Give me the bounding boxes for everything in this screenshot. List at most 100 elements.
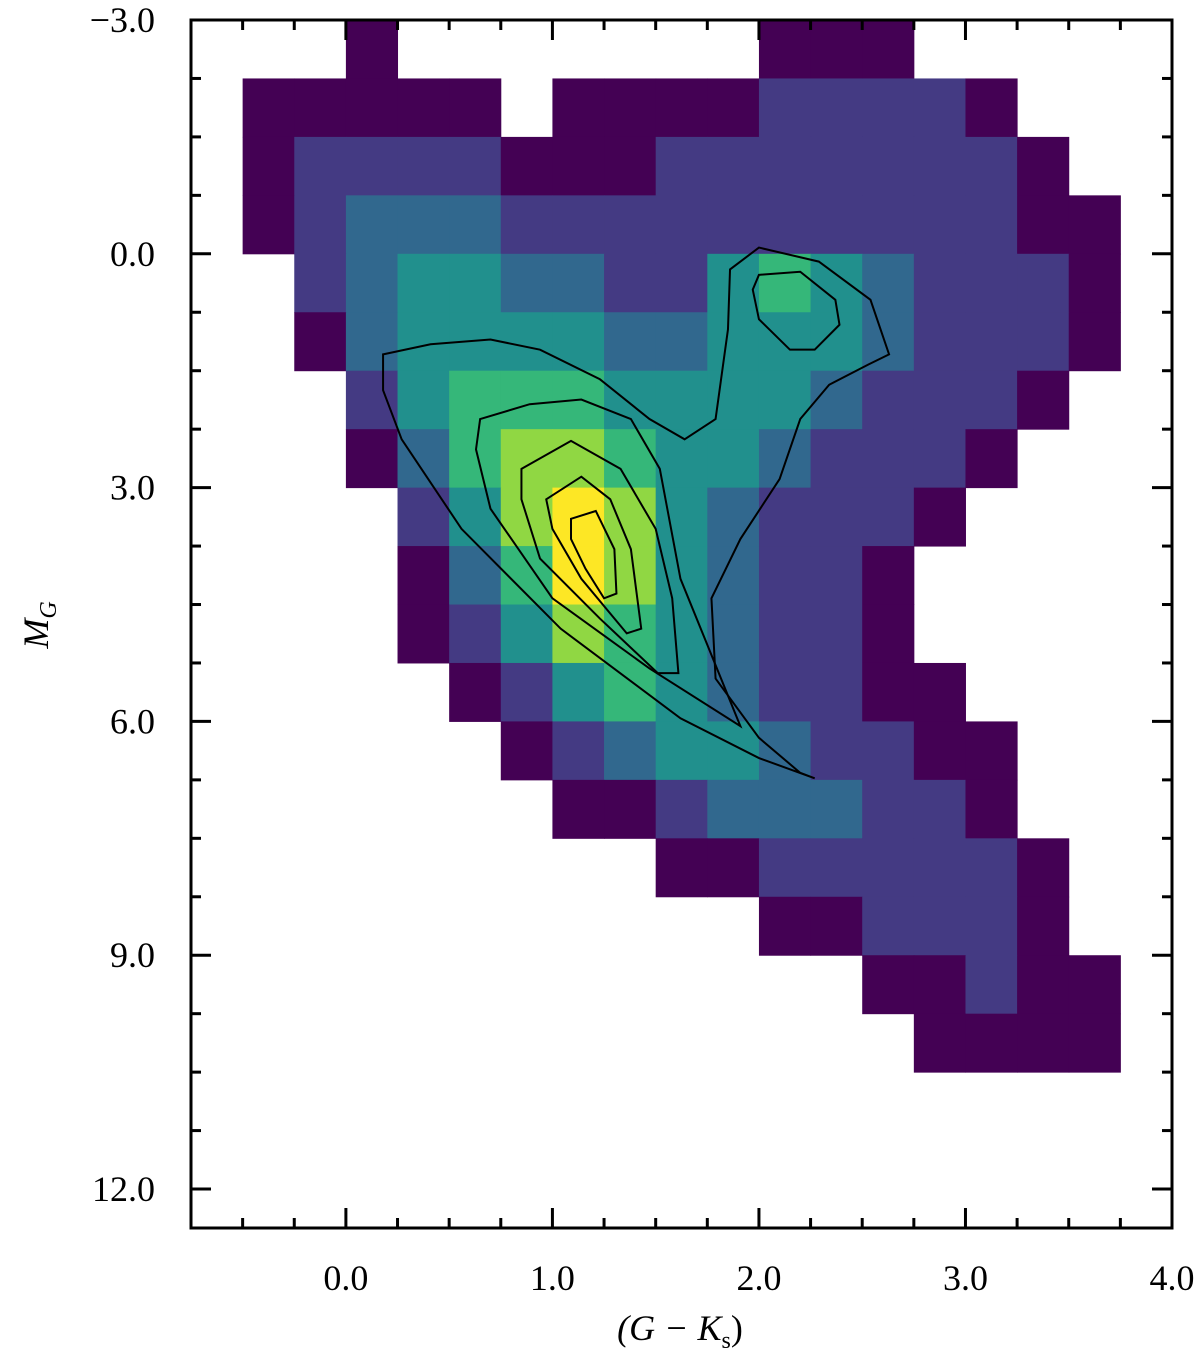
- y-tick-label: 12.0: [92, 1169, 155, 1209]
- density-cell: [810, 721, 863, 781]
- density-cell: [655, 312, 708, 372]
- density-cell: [810, 20, 863, 79]
- density-cell: [810, 195, 863, 255]
- density-cell: [862, 78, 915, 138]
- density-cell: [707, 312, 760, 372]
- x-axis-label: (G − Ks): [617, 1308, 743, 1350]
- density-cell: [862, 955, 915, 1015]
- density-cell: [604, 487, 657, 547]
- density-cell: [758, 487, 812, 547]
- density-cell: [397, 370, 450, 430]
- density-cell: [707, 487, 760, 547]
- plot-frame: [189, 18, 1174, 1230]
- density-cell: [707, 253, 760, 313]
- density-cell: [655, 195, 708, 255]
- density-cell: [604, 136, 657, 196]
- density-cell: [913, 662, 966, 722]
- density-cell: [707, 136, 760, 196]
- density-cell: [1017, 370, 1070, 430]
- density-cell: [913, 1013, 966, 1073]
- density-cell: [449, 662, 502, 722]
- density-cell: [810, 487, 863, 547]
- density-cell: [345, 429, 399, 489]
- density-cell: [500, 721, 553, 781]
- density-cell: [242, 78, 295, 138]
- contour: [520, 439, 680, 675]
- density-cell: [552, 662, 605, 722]
- density-cell: [449, 429, 502, 489]
- density-cell: [965, 1013, 1018, 1073]
- density-cell: [707, 721, 760, 781]
- contour: [382, 246, 891, 780]
- density-cell: [1068, 312, 1121, 372]
- x-tick-label: 1.0: [530, 1258, 575, 1298]
- density-cell: [913, 896, 966, 956]
- density-cell: [758, 779, 812, 839]
- density-cell: [758, 429, 812, 489]
- density-cell: [1017, 955, 1070, 1015]
- density-cell: [345, 20, 399, 79]
- density-cell: [862, 604, 915, 664]
- density-cell: [810, 838, 863, 898]
- density-cell: [655, 779, 708, 839]
- density-cell: [604, 312, 657, 372]
- density-cell: [242, 136, 295, 196]
- density-cell: [913, 253, 966, 313]
- density-cell: [500, 370, 553, 430]
- y-tick-label: 9.0: [110, 935, 155, 975]
- density-cell: [913, 78, 966, 138]
- density-cell: [707, 546, 760, 606]
- density-cell: [655, 370, 708, 430]
- density-cell: [1017, 838, 1070, 898]
- density-cell: [758, 662, 812, 722]
- density-cell: [758, 136, 812, 196]
- density-cell: [345, 195, 399, 255]
- density-cell: [965, 429, 1018, 489]
- density-cell: [604, 370, 657, 430]
- density-cell: [810, 136, 863, 196]
- x-tick-label: 2.0: [736, 1258, 781, 1298]
- density-cell: [810, 370, 863, 430]
- density-cell: [500, 195, 553, 255]
- density-cell: [397, 195, 450, 255]
- density-cell: [1017, 253, 1070, 313]
- density-cell: [500, 604, 553, 664]
- density-cell: [862, 253, 915, 313]
- density-cell: [913, 429, 966, 489]
- density-cell: [707, 78, 760, 138]
- density-cell: [810, 896, 863, 956]
- density-cell: [655, 546, 708, 606]
- density-cell: [758, 20, 812, 79]
- y-label-main: M: [16, 617, 56, 650]
- density-cell: [862, 721, 915, 781]
- density-cell: [655, 721, 708, 781]
- density-cell: [862, 20, 915, 79]
- density-cell: [965, 955, 1018, 1015]
- density-cell: [449, 195, 502, 255]
- density-cell: [655, 429, 708, 489]
- density-cell: [604, 721, 657, 781]
- density-cell: [707, 429, 760, 489]
- density-cell: [449, 370, 502, 430]
- density-cell: [707, 370, 760, 430]
- density-cell: [758, 721, 812, 781]
- density-cell: [345, 78, 399, 138]
- density-cell: [1017, 896, 1070, 956]
- density-cell: [294, 136, 347, 196]
- density-cell: [862, 896, 915, 956]
- y-tick-label: 3.0: [110, 468, 155, 508]
- density-cell: [449, 136, 502, 196]
- density-cell: [965, 253, 1018, 313]
- density-cell: [965, 896, 1018, 956]
- density-cell: [294, 78, 347, 138]
- density-cell: [862, 662, 915, 722]
- density-cell: [345, 253, 399, 313]
- density-cell: [707, 195, 760, 255]
- density-cell: [913, 312, 966, 372]
- y-axis-label: MG: [16, 601, 62, 649]
- density-cell: [1068, 195, 1121, 255]
- density-cell: [862, 429, 915, 489]
- density-cell: [965, 195, 1018, 255]
- density-cell: [862, 370, 915, 430]
- density-cell: [655, 136, 708, 196]
